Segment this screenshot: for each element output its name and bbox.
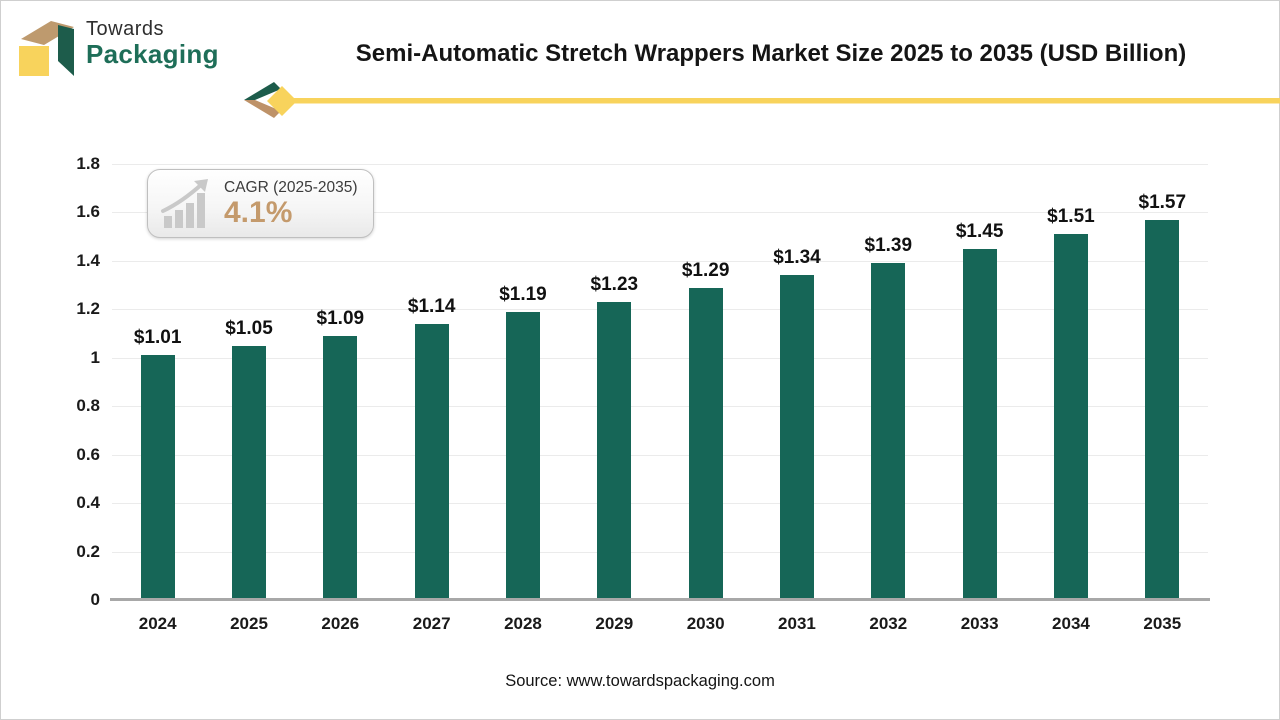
y-axis-label: 1 [90, 347, 100, 367]
bar-group: $1.39 [843, 235, 934, 600]
y-axis-label: 0.6 [76, 444, 100, 464]
cagr-value: 4.1% [224, 195, 293, 229]
bar-group: $1.01 [112, 327, 203, 600]
bar [688, 287, 723, 600]
bar-group: $1.05 [203, 318, 294, 600]
gridline [112, 212, 1208, 214]
x-axis-label: 2032 [869, 614, 908, 633]
x-axis-label: 2033 [960, 614, 999, 633]
bar-value-label: $1.23 [590, 274, 639, 296]
brand-name: Towards Packaging [86, 18, 219, 69]
gridline [112, 503, 1208, 505]
bar-group: $1.14 [386, 296, 477, 600]
bar [505, 311, 540, 600]
y-axis-label: 0 [90, 590, 100, 609]
y-axis-label: 0.8 [76, 396, 100, 416]
gridline [112, 309, 1208, 311]
bar-group: $1.34 [751, 247, 842, 600]
bar-group: $1.09 [295, 308, 386, 600]
x-axis-label: 2026 [321, 614, 360, 633]
ribbon-divider-icon [244, 82, 1280, 118]
y-axis-label: 1.6 [76, 202, 100, 222]
x-axis-label: 2035 [1143, 614, 1182, 633]
bar [231, 345, 266, 600]
y-axis-label: 1.2 [76, 299, 100, 319]
bar-value-label: $1.19 [499, 283, 547, 305]
x-axis-label: 2029 [595, 614, 634, 633]
cagr-text: CAGR (2025-2035) 4.1% [224, 179, 358, 229]
bar-value-label: $1.51 [1047, 206, 1095, 228]
bar-group: $1.57 [1117, 192, 1208, 600]
cagr-badge: CAGR (2025-2035) 4.1% [147, 169, 374, 238]
bar-group: $1.23 [569, 274, 660, 600]
bar [414, 323, 449, 600]
bar-group: $1.51 [1025, 206, 1116, 600]
y-axis-label: 1.8 [76, 154, 100, 173]
brand-logo-icon [19, 21, 74, 76]
y-axis-label: 0.4 [76, 493, 100, 513]
gridline [112, 357, 1208, 359]
x-axis-line [110, 598, 1210, 601]
page-title: Semi-Automatic Stretch Wrappers Market S… [355, 40, 1187, 67]
bar-value-label: $1.14 [407, 295, 456, 317]
x-axis-label: 2028 [504, 614, 542, 633]
gridline [112, 164, 1208, 165]
bar-value-label: $1.09 [316, 307, 365, 329]
bar-value-label: $1.34 [773, 247, 821, 269]
x-axis-label: 2025 [230, 614, 268, 633]
gridline [112, 551, 1208, 553]
bar [140, 355, 175, 600]
x-axis-label: 2031 [778, 614, 816, 633]
bar-value-label: $1.39 [864, 235, 913, 257]
x-axis-label: 2027 [412, 614, 451, 633]
bar [1053, 234, 1088, 600]
bars-container: $1.01 $1.05 $1.09 $1.14 $1.19 $1.23 $1.29 $1.34… [112, 164, 1208, 600]
bar-value-label: $1.45 [955, 220, 1004, 242]
bar [1145, 219, 1180, 600]
plot-area: $1.01 $1.05 $1.09 $1.14 $1.19 $1.23 $1.29 $1.34… [112, 164, 1208, 600]
y-axis-label: 1.4 [76, 250, 100, 270]
bar [779, 275, 814, 600]
bar [962, 248, 997, 600]
x-axis-label: 2030 [686, 614, 725, 633]
bar [323, 335, 358, 600]
brand-name-towards: Towards [86, 18, 164, 40]
cagr-label: CAGR (2025-2035) [224, 178, 358, 196]
x-axis: 2024 2025 2026 2027 2028 2029 2030 2031 2032 2033… [112, 614, 1208, 634]
gridline [112, 454, 1208, 456]
bar [871, 263, 906, 600]
growth-chart-icon [161, 178, 208, 228]
bar-group: $1.45 [934, 221, 1025, 600]
bar-group: $1.29 [660, 260, 751, 600]
bar-group: $1.19 [477, 284, 568, 600]
x-axis-label: 2034 [1052, 614, 1090, 633]
y-axis-label: 0.2 [76, 541, 100, 561]
x-axis-label: 2024 [138, 614, 177, 633]
gridline [112, 406, 1208, 408]
brand-name-packaging: Packaging [86, 39, 219, 69]
bar-value-label: $1.57 [1138, 191, 1187, 213]
source-text: Source: www.towardspackaging.com [505, 672, 775, 690]
bar-value-label: $1.01 [133, 327, 182, 349]
bar-value-label: $1.05 [225, 317, 273, 339]
gridline [112, 260, 1208, 262]
bar-value-label: $1.29 [681, 259, 730, 281]
bar [597, 302, 632, 600]
